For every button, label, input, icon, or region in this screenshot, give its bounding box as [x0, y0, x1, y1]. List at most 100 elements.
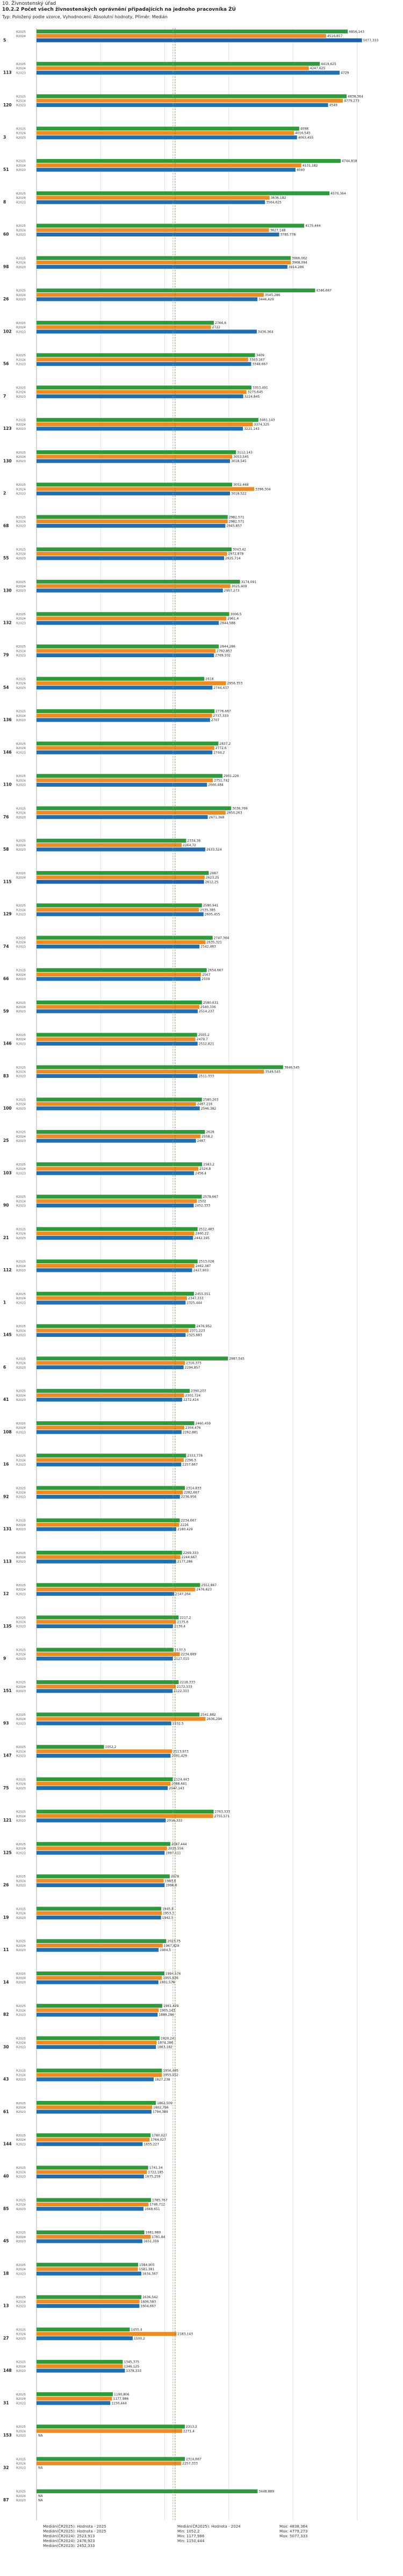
value-label: 2088,641	[171, 1782, 187, 1786]
value-label: 2524,8	[199, 1167, 211, 1171]
bar	[37, 2004, 162, 2008]
bar	[37, 709, 215, 714]
year-label: R2024	[16, 1006, 26, 1009]
year-label: R2025	[16, 645, 26, 649]
year-label: R2024	[16, 1492, 26, 1495]
value-label: 3036,769	[232, 807, 248, 810]
bar	[37, 1846, 167, 1851]
value-label: 1634,367	[142, 2272, 158, 2276]
value-label: 2127,015	[174, 1657, 190, 1661]
bar	[37, 1527, 177, 1531]
value-label: 1802,796	[153, 2106, 169, 2110]
value-label: 1190,806	[114, 2393, 129, 2397]
year-label: R2023	[16, 1917, 26, 1920]
year-label: R2025	[16, 1908, 26, 1911]
year-label: R2025	[16, 2328, 26, 2332]
group-label: 76	[3, 815, 9, 819]
year-label: R2025	[16, 840, 26, 843]
value-label: 1780,027	[152, 2134, 167, 2138]
value-label: 2296,3	[185, 1458, 196, 1462]
bar	[37, 556, 224, 560]
value-label: 3409	[256, 354, 264, 357]
footer-line: Max: 5077,333	[279, 2534, 308, 2538]
bar	[37, 903, 202, 908]
year-label: R2025	[16, 451, 26, 455]
selected-bar	[37, 38, 362, 42]
year-label: R2025	[16, 225, 26, 228]
year-label: R2025	[16, 969, 26, 973]
year-label: R2024	[16, 2495, 26, 2498]
value-label: 2512,483	[199, 1227, 214, 1231]
year-label: R2023	[16, 2176, 26, 2179]
bar	[37, 968, 207, 972]
value-label: 2113,973	[173, 1750, 189, 1753]
value-label: 1994,576	[165, 1972, 181, 1976]
year-label: R2024	[16, 1783, 26, 1786]
year-label: R2024	[16, 1880, 26, 1883]
value-label: 1997,111	[165, 1851, 181, 1855]
year-label: R2023	[16, 1140, 26, 1143]
value-label: 1581,381	[139, 2268, 155, 2271]
year-label: R2024	[16, 2074, 26, 2077]
value-label: 1889,286	[159, 2013, 174, 2017]
footer-line: Medián(ČR2024): 2523,913	[43, 2534, 95, 2538]
group-label: 146	[3, 750, 12, 754]
year-label: R2025	[16, 581, 26, 584]
year-label: R2024	[16, 358, 26, 362]
footer-line: Min: 1177,986	[177, 2534, 205, 2538]
footer-legend-col3: Max: 4838,364 Max: 4779,273 Max: 5077,33…	[279, 2524, 307, 2539]
group-label: 136	[3, 717, 12, 722]
group-label: 12	[3, 1592, 9, 1596]
year-label: R2023	[16, 557, 26, 560]
value-label: 3053,545	[233, 455, 249, 459]
bar	[37, 612, 229, 616]
value-label: 1827,238	[155, 2078, 170, 2082]
value-label: 4063,455	[298, 136, 314, 140]
year-label: R2024	[16, 1588, 26, 1592]
group-label: 112	[3, 1268, 12, 1272]
group-label: 144	[3, 2141, 12, 2146]
bar	[37, 2457, 185, 2461]
value-label: 2257,667	[182, 1463, 198, 1466]
bar	[37, 1522, 179, 1527]
bar	[37, 2295, 142, 2299]
year-label: R2023	[16, 2143, 26, 2146]
year-label: R2025	[16, 1616, 26, 1620]
bar	[37, 838, 186, 843]
bar	[37, 810, 226, 815]
value-label: 2304,476	[185, 1426, 201, 1430]
group-label: 123	[3, 426, 12, 431]
bar	[37, 30, 348, 34]
year-label: R2025	[16, 1002, 26, 1005]
year-label: R2025	[16, 2361, 26, 2364]
group-label: 100	[3, 1106, 12, 1111]
bar	[37, 1259, 198, 1264]
group-label: 92	[3, 1494, 9, 1499]
year-label: R2024	[16, 2333, 26, 2336]
year-label: R2024	[16, 2398, 26, 2401]
year-label: R2024	[16, 2430, 26, 2433]
bar	[37, 1615, 179, 1620]
year-label: R2023	[16, 460, 26, 463]
value-label: 3275,645	[248, 391, 263, 394]
year-label: R2025	[16, 1714, 26, 1717]
value-label: 2844,588	[220, 621, 235, 625]
bar	[37, 418, 258, 422]
value-label: 1955,636	[163, 1976, 178, 1980]
bar	[37, 1976, 162, 1980]
year-label: R2023	[16, 525, 26, 528]
year-label: R2024	[16, 844, 26, 847]
bar	[37, 523, 226, 528]
year-label: R2023	[16, 1463, 26, 1466]
bar	[37, 159, 341, 163]
value-label: 2512,821	[199, 1042, 214, 1046]
value-label: 4856,143	[349, 30, 364, 34]
value-label: 1636,542	[142, 2296, 158, 2299]
value-label: 2559	[202, 977, 210, 981]
bar	[37, 1486, 185, 1490]
year-label: R2025	[16, 678, 26, 681]
bar	[37, 2110, 152, 2114]
year-label: R2023	[16, 1884, 26, 1888]
bar	[37, 1005, 200, 1009]
value-label: 2982,571	[229, 515, 244, 519]
